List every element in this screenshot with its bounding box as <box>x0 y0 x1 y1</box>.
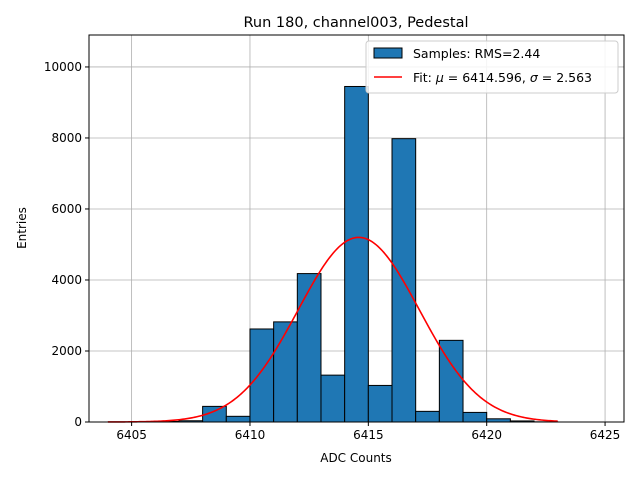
legend-label-fit: Fit: μ = 6414.596, σ = 2.563 <box>413 70 592 85</box>
histogram-bar <box>367 384 393 423</box>
x-tick-label: 6410 <box>235 428 266 442</box>
histogram-bar <box>415 410 440 423</box>
x-tick-label: 6415 <box>353 428 384 442</box>
legend-box <box>365 40 619 94</box>
histogram-bar <box>344 85 369 423</box>
legend: Samples: RMS=2.44 Fit: μ = 6414.596, σ =… <box>365 40 619 94</box>
y-tick-label: 4000 <box>51 273 82 287</box>
plot-frame <box>88 34 625 423</box>
y-tick-label: 2000 <box>51 344 82 358</box>
histogram-bar <box>225 415 251 423</box>
x-tick-label: 6405 <box>116 428 147 442</box>
x-tick-label: 6420 <box>471 428 502 442</box>
y-axis-label: Entries <box>15 207 29 249</box>
x-axis-ticks: 6405 6410 6415 6420 6425 <box>116 422 620 442</box>
chart-title: Run 180, channel003, Pedestal <box>243 15 468 31</box>
histogram-bar <box>249 328 275 423</box>
x-axis-label: ADC Counts <box>320 451 392 465</box>
fit-curve <box>107 236 558 423</box>
y-axis-ticks: 0 2000 4000 6000 8000 10000 <box>44 60 89 429</box>
y-tick-label: 8000 <box>51 131 82 145</box>
legend-swatch-samples <box>373 47 403 59</box>
histogram-bar <box>320 374 346 423</box>
histogram-bar <box>296 273 322 423</box>
y-tick-label: 6000 <box>51 202 82 216</box>
y-tick-label: 0 <box>74 415 82 429</box>
histogram-bar <box>273 321 298 423</box>
legend-label-samples: Samples: RMS=2.44 <box>413 46 540 61</box>
y-tick-label: 10000 <box>44 60 82 74</box>
histogram-bars <box>107 85 559 423</box>
x-tick-label: 6425 <box>590 428 621 442</box>
histogram-bar <box>462 411 488 423</box>
